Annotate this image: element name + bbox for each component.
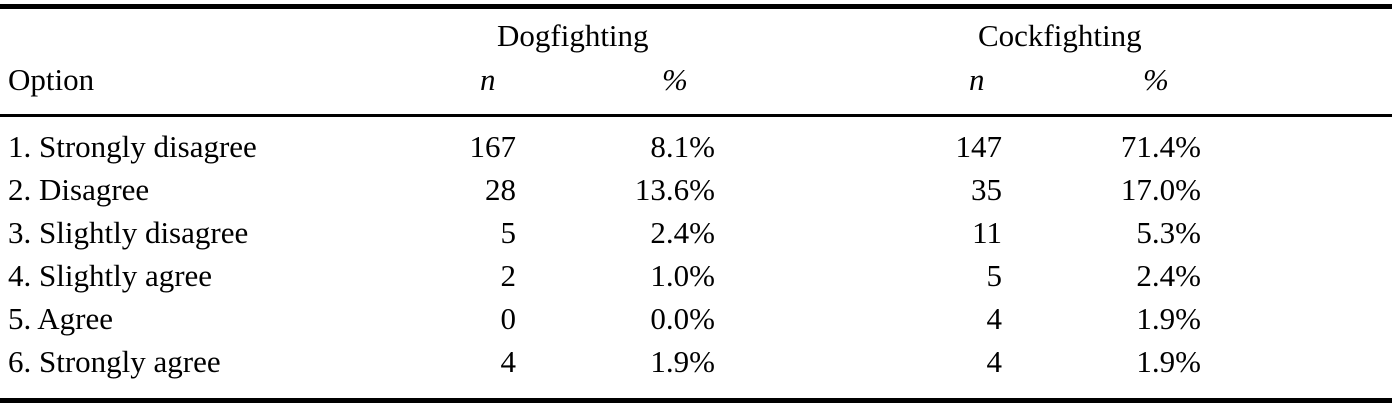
table-row-2-option: 2. Disagree — [8, 172, 150, 207]
column-header-option: Option — [8, 62, 95, 97]
table-row-2-cock-n: 35 — [971, 172, 1002, 207]
table-row-4-cock-n: 5 — [986, 258, 1003, 293]
column-header-cock-n: n — [969, 62, 985, 97]
table-row-3-cock-pct: 5.3% — [1136, 215, 1201, 250]
table-row-3-cock-n: 11 — [972, 215, 1002, 250]
table-row-4-cock-pct: 2.4% — [1136, 258, 1201, 293]
table-row-4-option: 4. Slightly agree — [8, 258, 213, 293]
bottom-rule — [0, 398, 1392, 403]
table-row-2-cock-pct: 17.0% — [1120, 172, 1201, 207]
table-row-3-dog-pct: 2.4% — [650, 215, 715, 250]
table-row-5-dog-n: 0 — [500, 301, 517, 336]
table-row-4-dog-pct: 1.0% — [650, 258, 715, 293]
column-header-cock-pct: % — [1143, 62, 1169, 97]
table-row-4-dog-n: 2 — [500, 258, 517, 293]
table-row-5-cock-n: 4 — [986, 301, 1003, 336]
table-row-3-option: 3. Slightly disagree — [8, 215, 249, 250]
table-row-2-dog-pct: 13.6% — [634, 172, 715, 207]
table-row-5-option: 5. Agree — [8, 301, 114, 336]
table-row-5-dog-pct: 0.0% — [650, 301, 715, 336]
table-row-5-cock-pct: 1.9% — [1136, 301, 1201, 336]
column-header-dog-pct: % — [662, 62, 688, 97]
table-row-6-dog-pct: 1.9% — [650, 344, 715, 379]
table-row-6-option: 6. Strongly agree — [8, 344, 221, 379]
column-header-dog-n: n — [480, 62, 496, 97]
table-row-1-cock-n: 147 — [955, 129, 1003, 164]
header-rule — [0, 114, 1392, 117]
table-row-1-dog-pct: 8.1% — [650, 129, 715, 164]
group-header-cockfighting: Cockfighting — [978, 18, 1142, 53]
table-row-2-dog-n: 28 — [485, 172, 516, 207]
table-row-1-option: 1. Strongly disagree — [8, 129, 257, 164]
group-header-dogfighting: Dogfighting — [497, 18, 649, 53]
table-row-1-cock-pct: 71.4% — [1120, 129, 1201, 164]
table-row-3-dog-n: 5 — [500, 215, 517, 250]
table-row-6-cock-n: 4 — [986, 344, 1003, 379]
top-rule — [0, 4, 1392, 9]
table-row-1-dog-n: 167 — [469, 129, 517, 164]
table-row-6-cock-pct: 1.9% — [1136, 344, 1201, 379]
table-row-6-dog-n: 4 — [500, 344, 517, 379]
